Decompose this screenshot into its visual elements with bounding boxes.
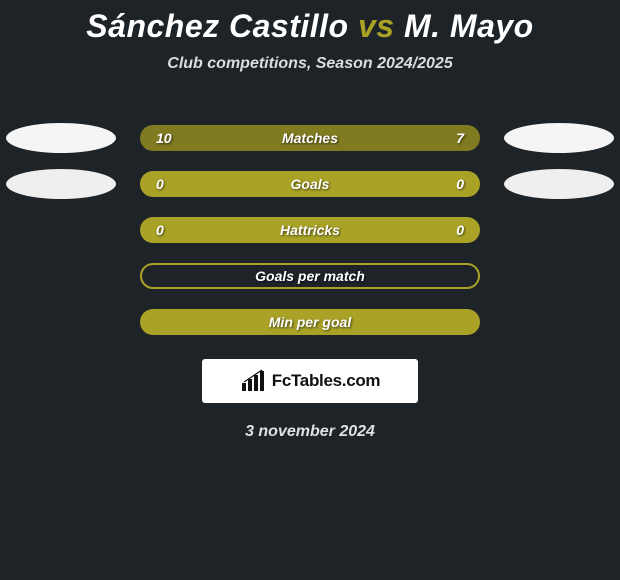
stat-pill: Goals per match — [140, 263, 480, 289]
stat-pill: 10Matches7 — [140, 125, 480, 151]
stat-left-value: 10 — [156, 130, 186, 146]
page-title: Sánchez Castillo vs M. Mayo — [0, 0, 620, 45]
stat-row: 10Matches7 — [0, 115, 620, 161]
vs-label: vs — [358, 8, 395, 44]
stat-label: Matches — [186, 130, 434, 146]
date-label: 3 november 2024 — [0, 423, 620, 441]
stat-left-value: 0 — [156, 222, 186, 238]
badge-right — [504, 169, 614, 199]
stat-label: Min per goal — [186, 314, 434, 330]
brand-text: FcTables.com — [272, 371, 381, 391]
stat-left-value: 0 — [156, 176, 186, 192]
player-2-name: M. Mayo — [404, 8, 534, 44]
chart-icon — [240, 369, 268, 393]
badge-left — [6, 123, 116, 153]
stat-row: 0Hattricks0 — [0, 207, 620, 253]
badge-left — [6, 169, 116, 199]
stat-label: Goals — [186, 176, 434, 192]
stat-pill: 0Goals0 — [140, 171, 480, 197]
subtitle: Club competitions, Season 2024/2025 — [0, 55, 620, 73]
player-1-name: Sánchez Castillo — [86, 8, 348, 44]
stat-right-value: 0 — [434, 222, 464, 238]
stats-rows: 10Matches70Goals00Hattricks0Goals per ma… — [0, 115, 620, 345]
stat-pill: 0Hattricks0 — [140, 217, 480, 243]
stat-label: Hattricks — [186, 222, 434, 238]
stat-label: Goals per match — [188, 268, 432, 284]
brand-box: FcTables.com — [202, 359, 418, 403]
stat-pill: Min per goal — [140, 309, 480, 335]
badge-right — [504, 123, 614, 153]
stat-row: Min per goal — [0, 299, 620, 345]
stat-right-value: 0 — [434, 176, 464, 192]
stat-right-value: 7 — [434, 130, 464, 146]
stat-row: Goals per match — [0, 253, 620, 299]
stat-row: 0Goals0 — [0, 161, 620, 207]
